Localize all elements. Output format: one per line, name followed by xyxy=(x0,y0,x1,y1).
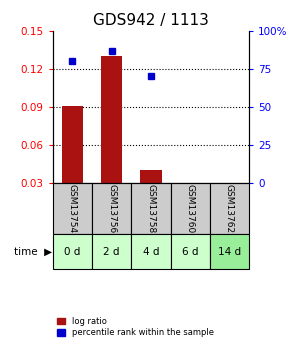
Text: GSM13756: GSM13756 xyxy=(107,184,116,233)
Bar xyxy=(62,106,83,183)
Text: 2 d: 2 d xyxy=(103,247,120,257)
Text: 6 d: 6 d xyxy=(182,247,198,257)
Bar xyxy=(53,183,92,235)
Text: GSM13760: GSM13760 xyxy=(186,184,195,233)
Bar xyxy=(131,183,171,235)
Text: GSM13758: GSM13758 xyxy=(146,184,155,233)
Text: 4 d: 4 d xyxy=(143,247,159,257)
Bar xyxy=(53,235,92,269)
Text: GSM13762: GSM13762 xyxy=(225,184,234,233)
Title: GDS942 / 1113: GDS942 / 1113 xyxy=(93,13,209,29)
Bar xyxy=(171,183,210,235)
Bar xyxy=(171,235,210,269)
Text: 14 d: 14 d xyxy=(218,247,241,257)
Bar xyxy=(131,235,171,269)
Bar xyxy=(92,235,131,269)
Bar xyxy=(210,183,249,235)
Text: time  ▶: time ▶ xyxy=(14,247,52,257)
Text: GSM13754: GSM13754 xyxy=(68,184,77,233)
Text: 0 d: 0 d xyxy=(64,247,81,257)
Bar xyxy=(92,183,131,235)
Bar xyxy=(101,56,122,183)
Bar xyxy=(140,170,162,183)
Legend: log ratio, percentile rank within the sample: log ratio, percentile rank within the sa… xyxy=(57,317,214,337)
Bar xyxy=(210,235,249,269)
